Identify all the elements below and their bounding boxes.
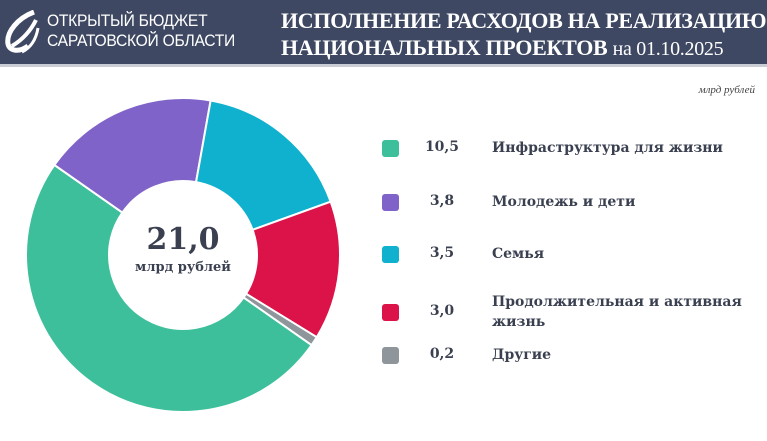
donut-slice-3	[194, 99, 332, 232]
legend-item: 3,0 Продолжительная и активная жизнь	[382, 292, 767, 332]
brand-line-1: ОТКРЫТЫЙ БЮДЖЕТ	[47, 11, 208, 30]
legend-item: 10,5 Инфраструктура для жизни	[382, 138, 767, 178]
donut-slice-2	[52, 97, 212, 214]
legend-value: 10,5	[424, 139, 460, 155]
center-unit: млрд рублей	[135, 260, 231, 275]
legend-label: Продолжительная и активная жизнь	[492, 294, 742, 330]
donut-slice-5	[242, 292, 319, 347]
legend-label: Молодежь и дети	[492, 194, 636, 210]
brand-name: ОТКРЫТЫЙ БЮДЖЕТ САРАТОВСКОЙ ОБЛАСТИ	[47, 11, 235, 51]
legend-swatch	[382, 194, 399, 211]
legend-label: Инфраструктура для жизни	[492, 140, 723, 156]
units-label: млрд рублей	[698, 84, 755, 96]
legend-swatch	[382, 304, 399, 321]
legend-value: 3,8	[429, 193, 455, 209]
legend-swatch	[382, 140, 399, 157]
brand-line-2: САРАТОВСКОЙ ОБЛАСТИ	[47, 31, 235, 50]
legend-swatch	[382, 246, 399, 263]
page-title: ИСПОЛНЕНИЕ РАСХОДОВ НА РЕАЛИЗАЦИЮ НАЦИОН…	[281, 7, 767, 63]
legend-value: 3,0	[429, 303, 455, 319]
title-line-2: НАЦИОНАЛЬНЫХ ПРОЕКТОВ	[281, 35, 608, 60]
legend-label: Другие	[492, 347, 552, 363]
legend-item: 3,5 Семья	[382, 244, 767, 284]
center-total: 21,0	[146, 222, 220, 257]
legend-swatch	[382, 347, 399, 364]
donut-chart	[25, 97, 341, 413]
legend-value: 3,5	[429, 245, 455, 261]
donut-slice-1	[25, 163, 314, 413]
title-date: на 01.10.2025	[612, 38, 724, 60]
legend-label: Семья	[492, 246, 545, 262]
legend-item: 0,2 Другие	[382, 345, 767, 385]
legend-value: 0,2	[429, 346, 455, 362]
logo-icon	[5, 10, 40, 54]
legend-item: 3,8 Молодежь и дети	[382, 192, 767, 232]
title-line-1: ИСПОЛНЕНИЕ РАСХОДОВ НА РЕАЛИЗАЦИЮ	[281, 8, 767, 33]
header: ОТКРЫТЫЙ БЮДЖЕТ САРАТОВСКОЙ ОБЛАСТИ ИСПО…	[0, 0, 767, 67]
